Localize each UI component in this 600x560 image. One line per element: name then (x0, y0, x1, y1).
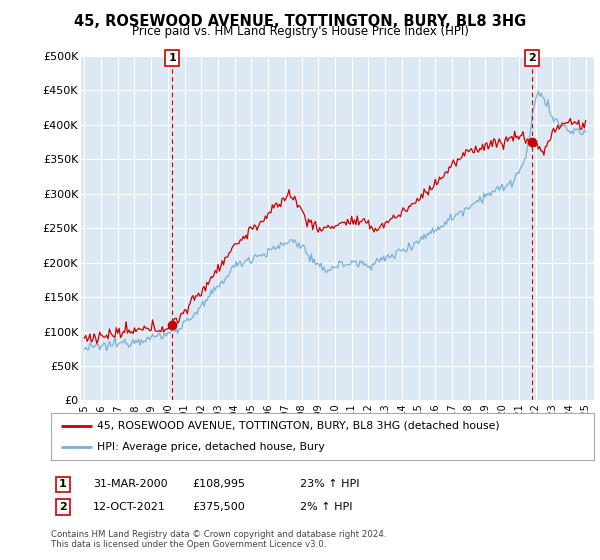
Text: 2: 2 (528, 53, 536, 63)
Text: Price paid vs. HM Land Registry's House Price Index (HPI): Price paid vs. HM Land Registry's House … (131, 25, 469, 38)
Text: 31-MAR-2000: 31-MAR-2000 (93, 479, 167, 489)
Text: HPI: Average price, detached house, Bury: HPI: Average price, detached house, Bury (97, 442, 325, 452)
Text: 23% ↑ HPI: 23% ↑ HPI (300, 479, 359, 489)
Text: 45, ROSEWOOD AVENUE, TOTTINGTON, BURY, BL8 3HG: 45, ROSEWOOD AVENUE, TOTTINGTON, BURY, B… (74, 14, 526, 29)
Text: £375,500: £375,500 (192, 502, 245, 512)
Text: 1: 1 (59, 479, 67, 489)
Text: £108,995: £108,995 (192, 479, 245, 489)
Text: 45, ROSEWOOD AVENUE, TOTTINGTON, BURY, BL8 3HG (detached house): 45, ROSEWOOD AVENUE, TOTTINGTON, BURY, B… (97, 421, 500, 431)
Text: 12-OCT-2021: 12-OCT-2021 (93, 502, 166, 512)
Text: 2: 2 (59, 502, 67, 512)
Text: 1: 1 (168, 53, 176, 63)
Text: This data is licensed under the Open Government Licence v3.0.: This data is licensed under the Open Gov… (51, 540, 326, 549)
Text: 2% ↑ HPI: 2% ↑ HPI (300, 502, 353, 512)
Text: Contains HM Land Registry data © Crown copyright and database right 2024.: Contains HM Land Registry data © Crown c… (51, 530, 386, 539)
